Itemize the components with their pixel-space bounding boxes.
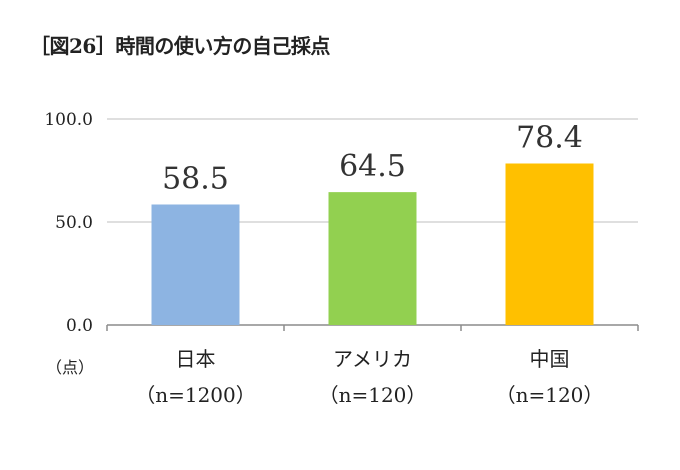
data-label: 64.5 — [339, 149, 406, 184]
bar-3 — [505, 163, 594, 325]
x-category-label: 日本 — [176, 347, 216, 371]
y-tick-label: 0.0 — [66, 316, 93, 336]
chart-title: ［図26］時間の使い方の自己採点 — [30, 34, 330, 58]
x-sample-size-label: （n=120） — [496, 383, 604, 407]
x-sample-size-label: （n=1200） — [135, 383, 256, 407]
x-category-label: アメリカ — [333, 347, 412, 371]
data-label: 78.4 — [516, 120, 583, 155]
y-axis-unit-label: （点） — [46, 358, 94, 377]
data-label: 58.5 — [162, 161, 229, 196]
bar-2 — [328, 192, 417, 325]
x-category-label: 中国 — [530, 347, 570, 371]
y-tick-label: 100.0 — [44, 110, 93, 130]
y-tick-label: 50.0 — [55, 213, 93, 233]
x-sample-size-label: （n=120） — [319, 383, 427, 407]
bar-1 — [151, 204, 240, 325]
